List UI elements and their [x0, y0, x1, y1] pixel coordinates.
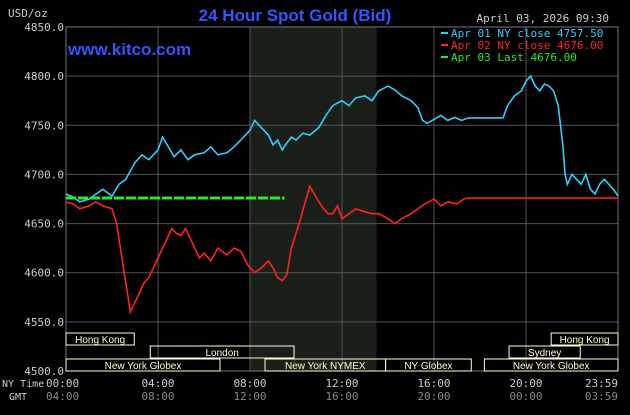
gmt-time-tick: 20:00: [417, 390, 450, 403]
session-label: New York Globex: [513, 361, 590, 372]
session-label: Hong Kong: [560, 335, 610, 346]
session-box: [149, 345, 295, 359]
session-box: [65, 358, 221, 372]
ny-time-tick: 00:00: [46, 377, 79, 390]
ny-time-tick: 23:59: [585, 377, 618, 390]
gmt-time-tick: 16:00: [325, 390, 358, 403]
session-box: [385, 358, 472, 372]
y-tick-label: 4800.0: [24, 70, 64, 83]
session-box: [508, 345, 581, 359]
session-box: [483, 358, 619, 372]
gmt-time-tick: 12:00: [233, 390, 266, 403]
unit-label: USD/oz: [8, 7, 48, 20]
session-label: London: [205, 348, 238, 359]
y-tick-label: 4750.0: [24, 119, 64, 132]
y-tick-label: 4500.0: [24, 365, 64, 378]
ny-time-tick: 20:00: [509, 377, 542, 390]
ny-time-label: NY Time: [2, 379, 44, 390]
y-tick-label: 4600.0: [24, 267, 64, 280]
series-line: [65, 184, 618, 315]
session-label: New York Globex: [105, 361, 182, 372]
gmt-time-tick: 03:59: [585, 390, 618, 403]
series-line: [65, 74, 619, 203]
ny-time-tick: 12:00: [325, 377, 358, 390]
watermark-text: www.kitco.com: [67, 40, 191, 59]
session-label: New York NYMEX: [285, 361, 366, 372]
session-box: [65, 332, 135, 346]
axis-layer: 4500.0 4550.0 4600.0 4650.0 4700.0 4750.0 4800…: [24, 21, 618, 403]
session-box: [550, 332, 619, 346]
legend-entry: Apr 01 NY close 4757.50: [451, 27, 603, 40]
y-tick-label: 4850.0: [24, 21, 64, 34]
gmt-time-tick: 00:00: [509, 390, 542, 403]
session-label: NY Globex: [404, 361, 452, 372]
session-label: Hong Kong: [75, 335, 125, 346]
gmt-time-tick: 08:00: [141, 390, 174, 403]
shaded-session-layer: [250, 27, 377, 371]
ny-time-tick: 16:00: [417, 377, 450, 390]
series-layer: [65, 74, 619, 315]
y-tick-label: 4550.0: [24, 316, 64, 329]
session-label: Sydney: [528, 348, 561, 359]
legend-entry: Apr 03 Last 4676.00: [451, 51, 577, 64]
ny-time-tick: 08:00: [233, 377, 266, 390]
date-time-stamp: April 03, 2026 09:30: [477, 12, 609, 25]
legend-entry: Apr 02 NY close 4676.00: [451, 39, 603, 52]
session-bars-layer: Hong Kong London New York Globex New York N…: [65, 332, 619, 372]
y-tick-label: 4700.0: [24, 168, 64, 181]
chart-title: 24 Hour Spot Gold (Bid): [199, 6, 392, 25]
shaded-region: [250, 27, 377, 371]
gmt-time-tick: 04:00: [46, 390, 79, 403]
y-tick-label: 4650.0: [24, 218, 64, 231]
ny-time-tick: 04:00: [141, 377, 174, 390]
gmt-label: GMT: [9, 392, 27, 403]
